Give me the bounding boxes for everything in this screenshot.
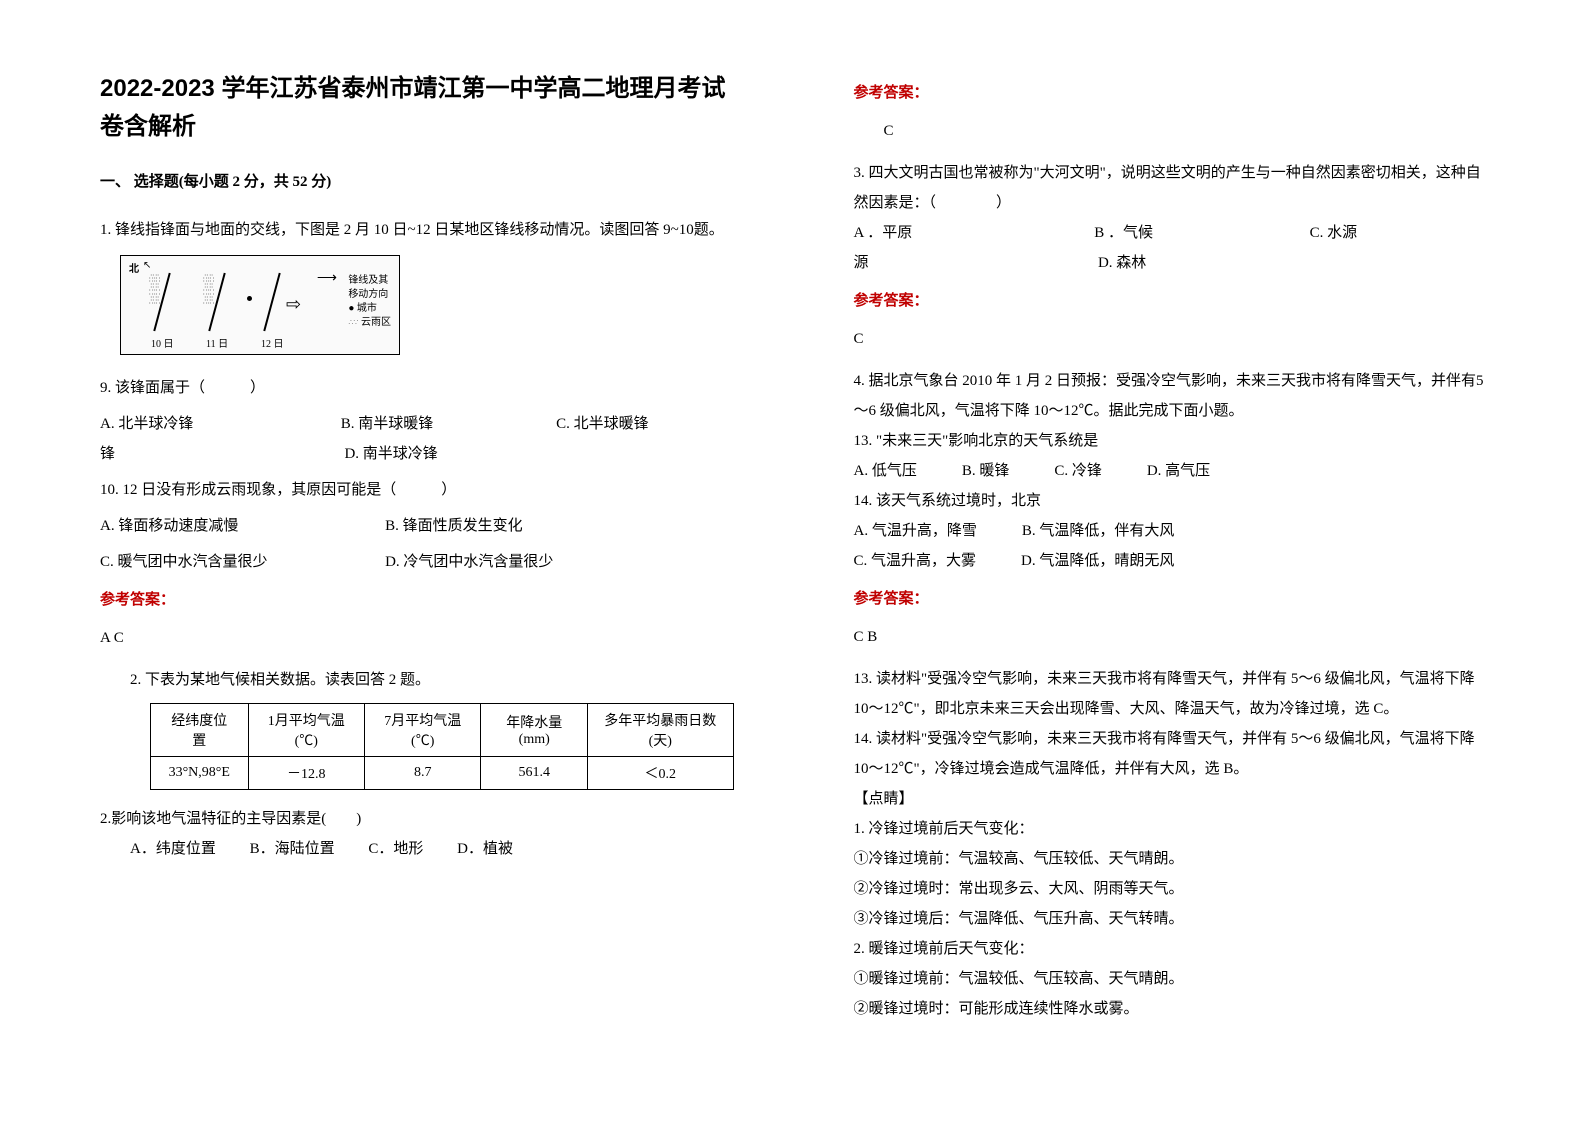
cell-storm: ＜0.2: [588, 756, 733, 789]
col-jul: 7月平均气温(℃): [365, 703, 481, 756]
q13-opts: A. 低气压 B. 暖锋 C. 冷锋 D. 高气压: [854, 456, 1488, 486]
q3-opt-a: A ．平原: [854, 218, 1095, 248]
col-rain: 年降水量(mm): [481, 703, 588, 756]
q4-ans-label: 参考答案：: [854, 584, 1488, 614]
q13-stem: 13. "未来三天"影响北京的天气系统是: [854, 426, 1488, 456]
q3-opt-d: D. 森林: [1098, 255, 1146, 271]
q9-opt-a: A. 北半球冷锋: [100, 409, 341, 439]
q1-ans: A C: [100, 623, 734, 653]
q10-opt-b: B. 锋面性质发生变化: [385, 511, 523, 541]
q3-ans-label: 参考答案：: [854, 286, 1488, 316]
q2-opt-b: B．海陆位置: [250, 841, 335, 857]
tip1a: ①冷锋过境前：气温较高、气压较低、天气晴朗。: [854, 844, 1488, 874]
cell-location: 33°N,98°E: [151, 756, 249, 789]
q9-opt-cd-line: 锋 D. 南半球冷锋: [100, 439, 734, 469]
date-11: 11 日: [206, 335, 228, 350]
q4-exp14: 14. 读材料"受强冷空气影响，未来三天我市将有降雪天气，并伴有 5～6 级偏北…: [854, 724, 1488, 784]
q2-ans: C: [884, 116, 1488, 146]
col-location: 经纬度位置: [151, 703, 249, 756]
legend-cloud-icon: ∴∵: [348, 318, 358, 327]
q4-ans: C B: [854, 622, 1488, 652]
table-data-row: 33°N,98°E －12.8 8.7 561.4 ＜0.2: [151, 756, 734, 789]
tip1b: ②冷锋过境时：常出现多云、大风、阴雨等天气。: [854, 874, 1488, 904]
tip1c: ③冷锋过境后：气温降低、气压升高、天气转晴。: [854, 904, 1488, 934]
q9-opt-c: C. 北半球暖锋: [556, 409, 733, 439]
q4-stem: 4. 据北京气象台 2010 年 1 月 2 日预报：受强冷空气影响，未来三天我…: [854, 366, 1488, 426]
q2-options: A．纬度位置 B．海陆位置 C．地形 D．植被: [130, 834, 734, 864]
legend-city: 城市: [357, 303, 377, 314]
q3-opt-d-row: 源 D. 森林: [854, 248, 1488, 278]
q2-sub: 2.影响该地气温特征的主导因素是( ): [100, 804, 734, 834]
left-column: 2022-2023 学年江苏省泰州市靖江第一中学高二地理月考试卷含解析 一、 选…: [0, 70, 794, 1082]
q1-ans-label: 参考答案：: [100, 585, 734, 615]
q10-stem: 10. 12 日没有形成云雨现象，其原因可能是（ ）: [100, 475, 734, 505]
cell-jan: －12.8: [248, 756, 365, 789]
legend-city-dot: ●: [348, 303, 354, 314]
q1-stem: 1. 锋线指锋面与地面的交线，下图是 2 月 10 日~12 日某地区锋线移动情…: [100, 215, 734, 245]
q4-exp13: 13. 读材料"受强冷空气影响，未来三天我市将有降雪天气，并伴有 5～6 级偏北…: [854, 664, 1488, 724]
q2-opt-a: A．纬度位置: [130, 841, 216, 857]
q10-options-ab: A. 锋面移动速度减慢 B. 锋面性质发生变化: [100, 511, 734, 541]
q2-ans-label: 参考答案：: [854, 78, 1488, 108]
q10-options-cd: C. 暖气团中水汽含量很少 D. 冷气团中水汽含量很少: [100, 547, 734, 577]
legend-line2: 移动方向: [348, 289, 388, 300]
q14-stem: 14. 该天气系统过境时，北京: [854, 486, 1488, 516]
date-12: 12 日: [261, 335, 284, 350]
tip1: 1. 冷锋过境前后天气变化：: [854, 814, 1488, 844]
q3-options: A ．平原 B ．气候 C. 水源: [854, 218, 1488, 248]
legend-cloud: 云雨区: [361, 317, 391, 328]
tip2b: ②暖锋过境时：可能形成连续性降水或雾。: [854, 994, 1488, 1024]
col-storm: 多年平均暴雨日数(天): [588, 703, 733, 756]
date-10: 10 日: [151, 335, 174, 350]
q3-stem: 3. 四大文明古国也常被称为"大河文明"，说明这些文明的产生与一种自然因素密切相…: [854, 158, 1488, 218]
legend-front: 锋线及其 移动方向 ● 城市 ∴∵ 云雨区: [348, 274, 391, 330]
cell-rain: 561.4: [481, 756, 588, 789]
city-dot: [247, 296, 252, 301]
q3-opt-c-tail: 源: [854, 248, 1095, 278]
q2-stem: 2. 下表为某地气候相关数据。读表回答 2 题。: [130, 665, 734, 695]
north-arrow-icon: ↖: [143, 260, 151, 271]
climate-table: 经纬度位置 1月平均气温(℃) 7月平均气温(℃) 年降水量(mm) 多年平均暴…: [150, 703, 734, 790]
col-jan: 1月平均气温(℃): [248, 703, 365, 756]
q14-opts-cd: C. 气温升高，大雾 D. 气温降低，晴朗无风: [854, 546, 1488, 576]
legend-arrow-icon: ⟶: [317, 270, 337, 287]
q2-opt-c: C．地形: [368, 841, 423, 857]
tip-label: 【点睛】: [854, 784, 1488, 814]
q9-opt-d-real: D. 南半球冷锋: [344, 446, 437, 462]
right-column: 参考答案： C 3. 四大文明古国也常被称为"大河文明"，说明这些文明的产生与一…: [794, 70, 1587, 1082]
north-label: 北: [129, 260, 139, 275]
table-header-row: 经纬度位置 1月平均气温(℃) 7月平均气温(℃) 年降水量(mm) 多年平均暴…: [151, 703, 734, 756]
q14-opts-ab: A. 气温升高，降雪 B. 气温降低，伴有大风: [854, 516, 1488, 546]
q10-opt-a: A. 锋面移动速度减慢: [100, 511, 385, 541]
q3-opt-b: B ．气候: [1094, 218, 1309, 248]
tip2a: ①暖锋过境前：气温较低、气压较高、天气晴朗。: [854, 964, 1488, 994]
front-line-3: [263, 273, 280, 331]
q10-opt-d: D. 冷气团中水汽含量很少: [385, 547, 553, 577]
q2-opt-d: D．植被: [457, 841, 513, 857]
cell-jul: 8.7: [365, 756, 481, 789]
tip2: 2. 暖锋过境前后天气变化：: [854, 934, 1488, 964]
move-arrow-icon: ⇨: [286, 294, 301, 315]
q10-opt-c: C. 暖气团中水汽含量很少: [100, 547, 385, 577]
exam-title: 2022-2023 学年江苏省泰州市靖江第一中学高二地理月考试卷含解析: [100, 70, 734, 147]
front-diagram: 北 ↖ ∴∵∴∵∴∵∴∵∴∵∴∵∴∵∴ ∴∵∴∵∴∵∴∵∴∵∴∵∴∵∴ ⇨ 10…: [120, 255, 400, 355]
q3-ans: C: [854, 324, 1488, 354]
q9-stem: 9. 该锋面属于（ ）: [100, 373, 734, 403]
legend-line1: 锋线及其: [348, 275, 388, 286]
q3-opt-c: C. 水源: [1310, 218, 1487, 248]
section-mc-title: 一、 选择题(每小题 2 分，共 52 分): [100, 167, 734, 197]
